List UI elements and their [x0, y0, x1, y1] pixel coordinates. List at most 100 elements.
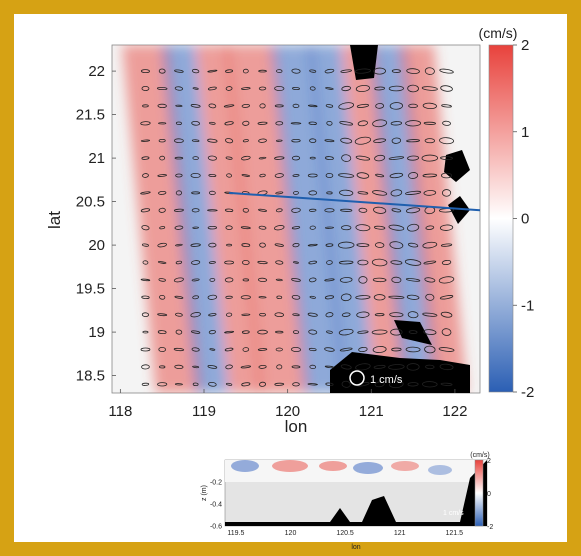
current-ellipse: [158, 365, 166, 369]
scale-label: 1 cm/s: [370, 374, 403, 386]
current-ellipse: [157, 313, 168, 317]
current-ellipse: [309, 364, 317, 370]
current-ellipse: [357, 120, 369, 127]
current-ellipse: [307, 173, 318, 178]
current-ellipse: [207, 69, 218, 73]
current-ellipse: [441, 172, 453, 179]
current-ellipse: [407, 311, 419, 319]
current-ellipse: [275, 191, 284, 195]
current-ellipse: [388, 295, 405, 299]
current-ellipse: [191, 260, 201, 265]
scale-key: 1 cm/s: [349, 370, 403, 386]
current-ellipse: [190, 104, 201, 108]
current-ellipse: [325, 87, 334, 90]
current-ellipse: [140, 208, 151, 213]
current-ellipse: [440, 382, 453, 386]
section-y-tick-label: -0.4: [210, 502, 222, 509]
current-ellipse: [191, 208, 200, 213]
current-ellipse: [259, 312, 266, 317]
current-ellipse: [241, 87, 251, 90]
y-tick-label: 21.5: [76, 107, 105, 124]
current-ellipse: [258, 364, 267, 369]
current-ellipse: [241, 330, 250, 334]
current-ellipse: [141, 312, 150, 318]
current-ellipse: [340, 225, 352, 231]
current-ellipse: [340, 69, 352, 73]
current-ellipse: [225, 225, 233, 231]
velocity-band: [122, 45, 203, 393]
current-ellipse: [157, 242, 168, 248]
current-ellipse: [355, 155, 371, 161]
current-ellipse: [175, 173, 183, 178]
current-ellipse: [356, 243, 370, 247]
current-ellipse: [325, 104, 334, 108]
current-ellipse: [374, 86, 385, 91]
current-ellipse: [339, 121, 354, 126]
current-ellipse: [339, 189, 354, 197]
colorbar-ticks: 2 1 0 -1 -2: [513, 37, 534, 401]
section-bathymetry: [225, 460, 487, 526]
current-ellipse: [274, 104, 284, 108]
current-ellipse: [391, 69, 401, 73]
current-ellipse: [442, 120, 451, 126]
current-ellipse: [391, 347, 402, 352]
current-ellipse: [142, 173, 149, 178]
y-tick-label: 22: [88, 63, 105, 80]
current-ellipse: [192, 87, 199, 90]
current-ellipse: [338, 328, 354, 336]
current-ellipse: [406, 207, 421, 214]
current-ellipse: [175, 121, 182, 126]
current-ellipse: [324, 139, 335, 143]
current-ellipse: [142, 330, 149, 334]
current-ellipse: [241, 174, 251, 177]
current-ellipse: [157, 190, 167, 195]
current-ellipse: [140, 121, 151, 126]
current-ellipse: [324, 68, 335, 74]
current-ellipse: [157, 382, 168, 387]
current-ellipse: [373, 294, 386, 301]
current-ellipse: [258, 208, 267, 212]
current-ellipse: [309, 156, 316, 160]
current-ellipse: [372, 346, 387, 353]
y-tick-label: 20: [88, 237, 105, 254]
current-ellipse: [389, 312, 404, 318]
current-ellipse: [326, 120, 333, 126]
current-ellipse: [242, 68, 249, 74]
current-ellipse: [242, 259, 250, 266]
current-ellipse: [355, 295, 371, 300]
current-ellipse: [274, 225, 285, 231]
current-ellipse: [174, 156, 184, 160]
section-cell: [428, 465, 452, 475]
current-ellipse: [275, 139, 283, 142]
current-ellipse: [157, 103, 167, 109]
section-cell: [231, 460, 259, 472]
y-tick-label: 21: [88, 150, 105, 167]
current-ellipse: [158, 346, 166, 353]
colorbar-tick-label: -1: [521, 297, 534, 314]
current-ellipse: [209, 348, 216, 351]
current-ellipse: [371, 258, 388, 267]
current-ellipse: [157, 261, 167, 264]
current-ellipse: [275, 347, 283, 352]
current-ellipse: [404, 259, 422, 266]
current-ellipse: [406, 68, 420, 74]
current-ellipse: [292, 174, 300, 177]
current-ellipse: [339, 347, 353, 352]
current-ellipse: [423, 190, 437, 196]
current-ellipse: [423, 121, 436, 125]
section-cell: [272, 460, 308, 472]
current-ellipse: [240, 365, 251, 369]
section-colorbar-tick-label: 0: [487, 491, 491, 498]
current-ellipse: [374, 154, 386, 162]
current-ellipse: [208, 173, 217, 178]
current-ellipse: [373, 364, 386, 369]
section-panel: 1 cm/s 119.5 120 120.5 121 121.5 -0.2-0.4-0.…: [201, 452, 493, 551]
current-ellipse: [225, 312, 233, 317]
current-ellipse: [357, 191, 369, 195]
current-ellipse: [308, 277, 317, 283]
current-ellipse: [259, 381, 267, 387]
current-ellipse: [439, 224, 454, 231]
current-ellipse: [141, 382, 150, 386]
current-ellipse: [371, 329, 388, 335]
current-ellipse: [224, 347, 234, 352]
